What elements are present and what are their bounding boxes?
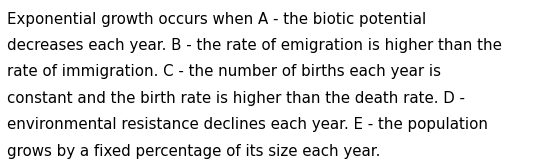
Text: rate of immigration. C - the number of births each year is: rate of immigration. C - the number of b… bbox=[7, 64, 441, 79]
Text: Exponential growth occurs when A - the biotic potential: Exponential growth occurs when A - the b… bbox=[7, 12, 426, 27]
Text: decreases each year. B - the rate of emigration is higher than the: decreases each year. B - the rate of emi… bbox=[7, 38, 502, 53]
Text: environmental resistance declines each year. E - the population: environmental resistance declines each y… bbox=[7, 117, 488, 132]
Text: grows by a fixed percentage of its size each year.: grows by a fixed percentage of its size … bbox=[7, 144, 381, 159]
Text: constant and the birth rate is higher than the death rate. D -: constant and the birth rate is higher th… bbox=[7, 91, 465, 106]
